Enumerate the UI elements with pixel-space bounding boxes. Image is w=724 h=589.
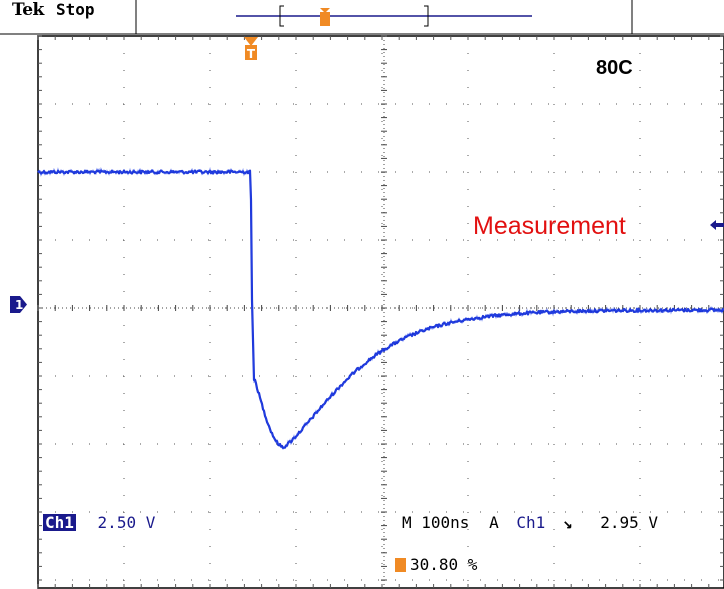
trigger-t-icon: T xyxy=(244,37,258,61)
timebase-trigger-readout: M 100ns A Ch1 ↘ 2.95 V xyxy=(402,513,658,532)
temperature-label: 80C xyxy=(596,57,633,79)
graticule-grid xyxy=(37,35,724,588)
svg-text:T: T xyxy=(247,47,256,61)
trigger-level: 2.95 V xyxy=(600,513,658,532)
channel-1-ground-marker-icon: 1 xyxy=(10,296,27,313)
trigger-position-value: 30.80 % xyxy=(410,555,478,574)
volts-per-div: 2.50 V xyxy=(97,513,156,532)
trigger-position-icon xyxy=(395,558,406,572)
svg-text:1: 1 xyxy=(15,298,23,312)
brand-logo: Tek xyxy=(12,0,44,20)
timebase: M 100ns xyxy=(402,513,470,532)
trigger-position-readout: 30.80 % xyxy=(395,555,477,574)
trigger-slope-icon: ↘ xyxy=(562,513,573,532)
channel-badge: Ch1 xyxy=(43,513,76,532)
trigger-mode: A xyxy=(489,513,499,532)
record-trigger-icon xyxy=(320,8,330,26)
measurement-arrow-icon xyxy=(710,220,724,230)
trigger-source: Ch1 xyxy=(516,513,546,532)
channel-scale-readout: Ch1 2.50 V xyxy=(43,513,155,532)
measurement-label: Measurement xyxy=(473,212,626,240)
acquisition-status: Stop xyxy=(56,0,95,19)
record-position-bar xyxy=(236,5,532,27)
